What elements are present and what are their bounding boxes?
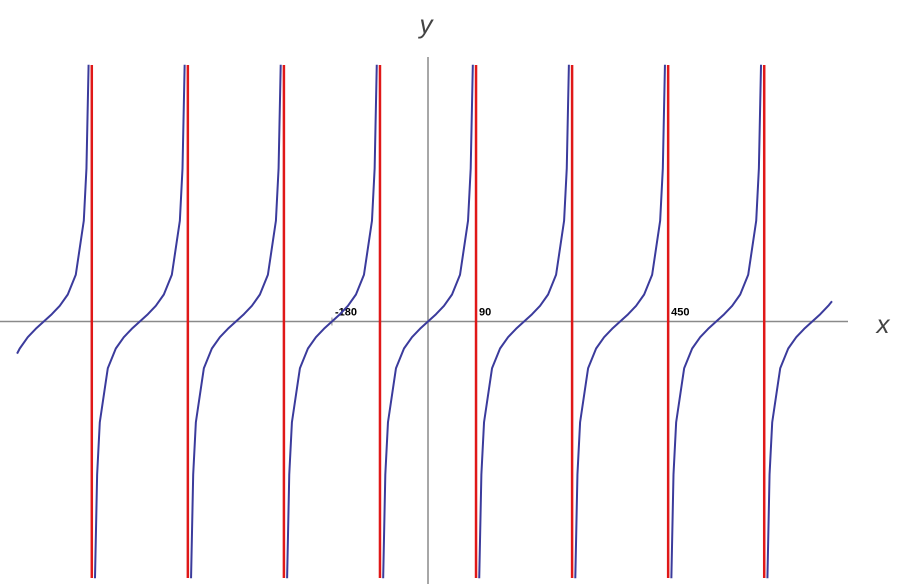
y-axis-label: y: [418, 9, 435, 39]
x-tick-label: 90: [479, 306, 491, 318]
curve: [16, 64, 833, 579]
x-tick-label: 450: [671, 306, 689, 318]
x-axis-label: x: [875, 309, 891, 339]
x-tick-label: -180: [335, 306, 357, 318]
